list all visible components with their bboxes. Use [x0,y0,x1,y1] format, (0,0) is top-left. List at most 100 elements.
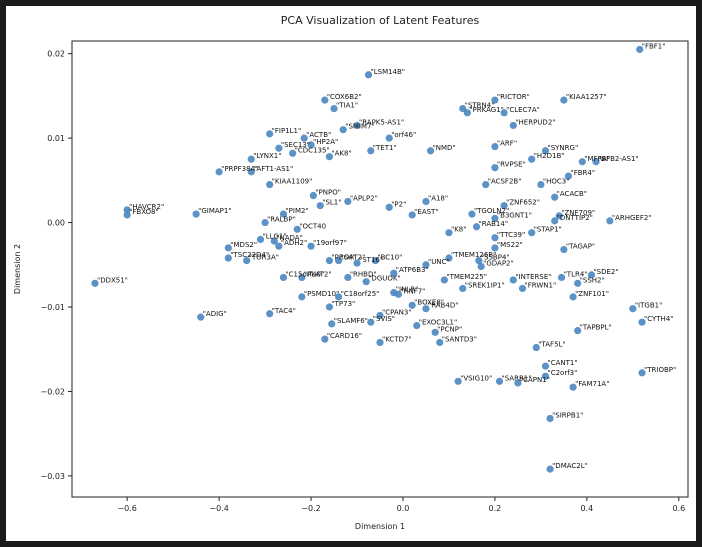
point-label: "GDAP2" [483,259,514,267]
point-label: "DMAC2L" [552,462,588,470]
scatter-point [270,237,278,245]
point-label: "TAGAP" [566,243,595,251]
point-label: "SEC13" [281,141,310,149]
point-label: "EXOC3L1" [419,319,457,327]
point-label: "SREK1IP1" [465,281,505,289]
scatter-point [307,242,315,250]
point-label: "RAB4D" [428,302,458,310]
scatter-point [551,193,559,201]
point-label: "SSBP4" [481,254,510,262]
chart-title: PCA Visualization of Latent Features [281,14,480,27]
point-label: "ZNF101" [575,290,609,298]
point-label: "CDC135" [295,146,330,154]
point-label: "BFB2-AS1" [598,155,639,163]
y-tick-label: −0.03 [40,472,65,481]
point-label: "PIM2" [285,207,308,215]
x-tick-label: −0.6 [117,504,136,513]
pca-scatter-chart: PCA Visualization of Latent Features −0.… [13,14,689,531]
scatter-point [390,289,398,297]
point-label: "CLEC7A" [506,106,540,114]
point-label: "ST16" [359,256,383,264]
scatter-point [500,202,508,210]
scatter-point [321,96,329,104]
point-label: "MS22" [497,241,523,249]
point-label: "SIRPB1" [552,411,583,419]
scatter-point [390,269,398,277]
scatter-point [385,203,393,211]
point-label: "ZNF652" [506,199,540,207]
scatter-point [247,168,255,176]
point-label: "CANT1" [547,359,577,367]
scatter-point [555,212,563,220]
scatter-point [463,109,471,117]
point-label: "TMEM225" [446,273,487,281]
scatter-point [495,377,504,385]
scatter-point [468,210,476,218]
y-axis-label: Dimension 2 [13,244,22,294]
y-tick-label: −0.01 [40,303,65,312]
scatter-points [91,45,646,473]
scatter-point [638,318,646,326]
scatter-point [557,273,566,282]
point-label: "PRKAG1" [469,106,504,114]
point-label: "APLP2" [350,194,378,202]
point-label: "S4" [341,254,356,262]
scatter-point [454,377,462,385]
point-label: "FIP1L1" [272,127,302,135]
scatter-point [472,223,481,231]
scatter-point [541,362,550,370]
point-label: "ARHGEF2" [612,214,652,222]
scatter-point [325,303,334,311]
scatter-point [408,211,416,219]
point-label: "19orf97" [313,239,347,247]
scatter-point [266,180,274,189]
point-label: "KIAA1257" [566,93,607,101]
point-label: "KCTD7" [382,335,412,343]
point-label: "UNC" [428,258,450,266]
point-label: "P2" [391,200,406,208]
scatter-point [509,276,517,284]
point-label: "TOR3A" [249,254,279,262]
scatter-point [514,379,522,387]
point-label: "ACSF2B" [488,178,522,186]
scatter-point [436,338,444,347]
scatter-point [353,259,361,267]
point-label: "ZNF709" [561,209,595,217]
point-label: "BC10" [377,254,402,262]
scatter-point [335,293,343,301]
scatter-point [528,229,536,237]
scatter-point [551,217,559,225]
scatter-point [307,141,315,149]
scatter-point [560,245,568,254]
point-label: "GIMAP1" [198,207,231,215]
scatter-point [491,214,499,222]
point-label: "DGUOK" [368,275,400,283]
point-label: "TSC22D4" [230,251,269,259]
point-label: "DDX51" [97,276,128,284]
point-label: "PROAT2" [331,254,365,262]
plot-area [71,40,689,498]
scatter-point [491,244,499,252]
point-label: "LYNX1" [253,152,281,160]
point-label: "RNF7" [400,287,425,295]
scatter-point [224,244,232,252]
point-label: "FAM71A" [575,380,609,388]
scatter-point [426,147,435,155]
point-label: "A18" [428,194,448,202]
point-label: "HP2A" [313,138,338,146]
scatter-point [335,256,343,265]
point-label: "STAP1" [534,226,562,234]
scatter-point [408,301,416,309]
point-label: "ACTB" [306,131,331,139]
scatter-point [279,273,288,282]
scatter-point [638,369,646,377]
point-label: "RICTOR" [497,93,530,101]
scatter-point [364,71,373,79]
point-label: "RVPSE" [497,161,526,169]
scatter-point [325,153,334,161]
scatter-point [376,311,384,320]
scatter-point [316,202,324,210]
scatter-point [279,210,288,218]
y-tick-label: 0.00 [47,219,65,228]
